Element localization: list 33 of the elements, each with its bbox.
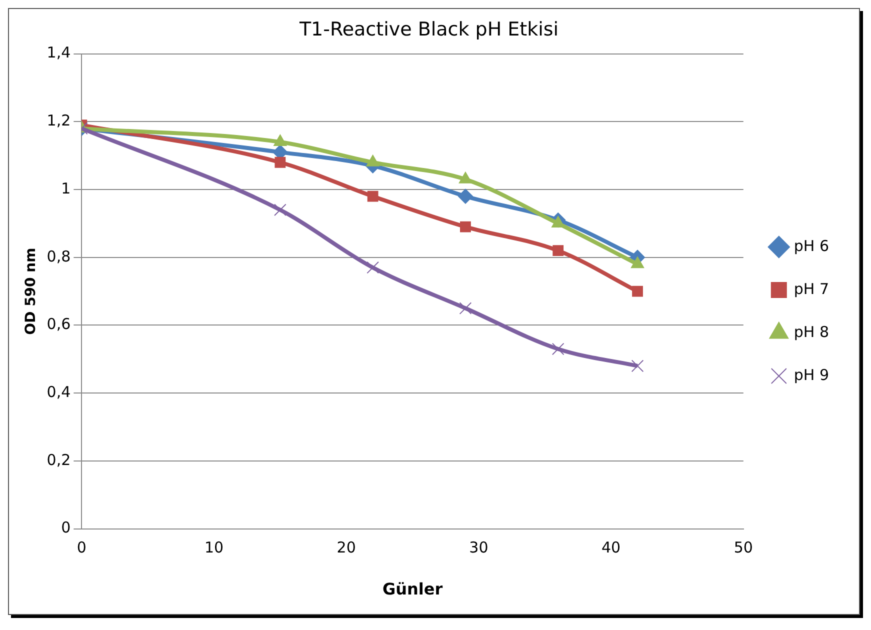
point (552, 245, 564, 256)
y-tick-label: 0,4 (46, 382, 71, 401)
point (458, 188, 473, 204)
x-axis-title: Günler (382, 580, 443, 599)
y-tick-label: 0,2 (46, 450, 71, 469)
chart-title: T1-Reactive Black pH Etkisi (298, 18, 559, 40)
point (274, 204, 286, 216)
y-tick-label: 0,6 (46, 315, 71, 334)
point (460, 221, 471, 232)
y-tick-label: 1,4 (46, 44, 71, 62)
y-tick-label: 0 (61, 518, 71, 537)
x-tick-label: 0 (76, 538, 86, 557)
point (274, 134, 287, 146)
legend-label: pH 9 (794, 366, 830, 384)
x-tick-label: 30 (469, 538, 488, 557)
point (552, 342, 564, 356)
point (366, 261, 379, 274)
y-tick-label: 0,8 (46, 247, 71, 266)
point (459, 302, 472, 314)
legend-label: pH 7 (794, 280, 830, 298)
y-tick-label: 1 (61, 179, 71, 198)
point (367, 190, 378, 202)
point (631, 360, 644, 372)
y-axis-title: OD 590 nm (23, 248, 40, 335)
x-tick-label: 10 (204, 538, 224, 557)
legend-label: pH 8 (794, 322, 830, 341)
legend-label: pH 6 (794, 236, 830, 255)
point (274, 156, 286, 168)
x-tick-label: 20 (336, 538, 356, 557)
x-tick-label: 40 (601, 538, 621, 557)
point (632, 286, 643, 297)
x-tick-label: 50 (734, 538, 753, 557)
y-tick-label: 1,2 (46, 112, 71, 130)
